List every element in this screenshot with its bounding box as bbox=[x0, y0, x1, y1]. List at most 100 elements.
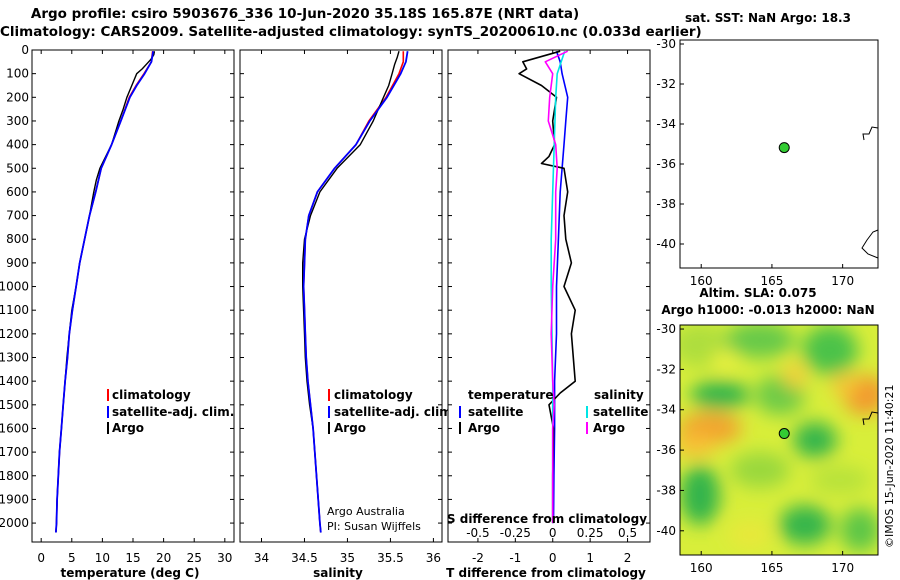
depth-tick-label: 600 bbox=[6, 185, 29, 199]
map-x-tick-label: 165 bbox=[760, 561, 783, 575]
legend-label-satellite: satellite-adj. clim. bbox=[334, 405, 456, 419]
difference-legend: temperature satellite Argo salinity sate… bbox=[459, 388, 648, 435]
legend-swatch-satellite bbox=[107, 406, 109, 418]
x-tick-label: 2 bbox=[624, 551, 632, 565]
legend-label-t-argo: Argo bbox=[468, 421, 500, 435]
credit-line2: PI: Susan Wijffels bbox=[327, 520, 421, 533]
x-tick-label: -2 bbox=[472, 551, 484, 565]
sst-map-panel: sat. SST: NaN Argo: 18.3 160 165 170 -30 -32… bbox=[656, 11, 879, 288]
depth-tick-label: 0 bbox=[21, 43, 29, 57]
legend-label-t-satellite: satellite bbox=[468, 405, 523, 419]
legend-label-climatology: climatology bbox=[334, 388, 413, 402]
temperature-panel: 0100200300400500600700800900100011001200… bbox=[0, 43, 235, 580]
sst-map-ticks: 160 165 170 -30 -32 -34 -36 -38 -40 bbox=[656, 37, 854, 288]
x-tick-label: 30 bbox=[217, 551, 232, 565]
s-difference-axis-ticks: -0.5 -0.25 0 0.25 0.5 bbox=[466, 526, 637, 540]
legend-swatch-s-argo bbox=[586, 422, 588, 434]
t-difference-axis-label: T difference from climatology bbox=[446, 566, 646, 580]
plot-title-line1: Argo profile: csiro 5903676_336 10-Jun-2… bbox=[30, 6, 580, 22]
legend-swatch-climatology bbox=[328, 389, 330, 401]
top-tick-label: 0.25 bbox=[577, 526, 604, 540]
x-tick-label: 35 bbox=[340, 551, 355, 565]
depth-tick-label: 1300 bbox=[0, 351, 29, 365]
legend-swatch-t-argo bbox=[459, 422, 461, 434]
x-tick-label: 0 bbox=[549, 551, 557, 565]
imos-watermark: ©IMOS 15-Jun-2020 11:40:21 bbox=[883, 384, 896, 548]
sla-map-title-line1: Altim. SLA: 0.075 bbox=[699, 286, 816, 300]
depth-tick-label: 700 bbox=[6, 209, 29, 223]
depth-tick-label: 1500 bbox=[0, 398, 29, 412]
sst-map-title: sat. SST: NaN Argo: 18.3 bbox=[685, 11, 851, 25]
x-tick-label: 20 bbox=[156, 551, 171, 565]
depth-tick-label: 200 bbox=[6, 90, 29, 104]
salinity-axis-label: salinity bbox=[313, 566, 363, 580]
map-y-tick-label: -34 bbox=[656, 117, 676, 131]
depth-tick-label: 1100 bbox=[0, 303, 29, 317]
temperature-axis-label: temperature (deg C) bbox=[61, 566, 200, 580]
x-tick-label: 0 bbox=[37, 551, 45, 565]
legend-label-argo: Argo bbox=[112, 421, 144, 435]
depth-tick-label: 100 bbox=[6, 67, 29, 81]
series-line-t-argo bbox=[518, 50, 577, 524]
map-y-tick-label: -30 bbox=[656, 37, 676, 51]
s-difference-axis-label: S difference from climatology bbox=[447, 512, 647, 526]
legend-label-climatology: climatology bbox=[112, 388, 191, 402]
coastline bbox=[862, 411, 879, 426]
sla-map-title-line2: Argo h1000: -0.013 h2000: NaN bbox=[661, 303, 874, 317]
legend-swatch-satellite bbox=[328, 406, 330, 418]
depth-tick-label: 800 bbox=[6, 232, 29, 246]
x-tick-label: 34 bbox=[254, 551, 269, 565]
series-line-satellite bbox=[302, 51, 409, 533]
legend-swatch-argo bbox=[328, 422, 330, 434]
depth-tick-label: 400 bbox=[6, 138, 29, 152]
legend-label-argo: Argo bbox=[334, 421, 366, 435]
series-line-s-argo bbox=[544, 50, 569, 524]
x-tick-label: -1 bbox=[509, 551, 521, 565]
map-x-tick-label: 170 bbox=[831, 274, 854, 288]
x-tick-label: 1 bbox=[586, 551, 594, 565]
map-y-tick-label: -40 bbox=[656, 237, 676, 251]
legend-label-s-argo: Argo bbox=[593, 421, 625, 435]
map-y-tick-label: -38 bbox=[656, 483, 676, 497]
map-y-tick-label: -40 bbox=[656, 524, 676, 538]
map-x-tick-label: 170 bbox=[831, 561, 854, 575]
depth-tick-label: 1700 bbox=[0, 445, 29, 459]
x-tick-label: 34.5 bbox=[291, 551, 318, 565]
depth-tick-label: 1400 bbox=[0, 374, 29, 388]
legend-swatch-climatology bbox=[107, 389, 109, 401]
depth-tick-label: 1900 bbox=[0, 492, 29, 506]
coastline bbox=[861, 126, 879, 259]
map-x-tick-label: 165 bbox=[760, 274, 783, 288]
top-tick-label: 0.5 bbox=[618, 526, 637, 540]
sla-map-ticks: 160 165 170 -30 -32 -34 -36 -38 -40 bbox=[656, 322, 854, 575]
float-position-marker bbox=[778, 142, 790, 154]
series-line-t-satellite bbox=[552, 50, 569, 524]
depth-tick-label: 1800 bbox=[0, 469, 29, 483]
sla-heatmap bbox=[680, 325, 878, 555]
map-y-tick-label: -32 bbox=[656, 362, 676, 376]
plot-title-line2: Climatology: CARS2009. Satellite-adjuste… bbox=[0, 24, 702, 40]
depth-tick-label: 1000 bbox=[0, 280, 29, 294]
legend-swatch-t-satellite bbox=[459, 406, 461, 418]
map-y-tick-label: -34 bbox=[656, 403, 676, 417]
legend-label-s-satellite: satellite bbox=[593, 405, 648, 419]
depth-tick-label: 300 bbox=[6, 114, 29, 128]
depth-tick-label: 1600 bbox=[0, 421, 29, 435]
sla-map-panel: Altim. SLA: 0.075 Argo h1000: -0.013 h20… bbox=[656, 286, 879, 575]
map-y-tick-label: -36 bbox=[656, 443, 676, 457]
temperature-legend: climatology satellite-adj. clim. Argo bbox=[107, 388, 234, 435]
top-tick-label: 0 bbox=[549, 526, 557, 540]
x-tick-label: 36 bbox=[426, 551, 441, 565]
float-position-marker bbox=[778, 428, 790, 440]
top-tick-label: -0.5 bbox=[466, 526, 489, 540]
x-tick-label: 35.5 bbox=[377, 551, 404, 565]
x-tick-label: 5 bbox=[68, 551, 76, 565]
depth-tick-label: 1200 bbox=[0, 327, 29, 341]
legend-swatch-s-satellite bbox=[586, 406, 588, 418]
sla-map-points bbox=[778, 428, 790, 440]
depth-axis-ticks: 0 100 200 300 400 500 600 700 800 900 1000 1100 1200… bbox=[0, 43, 234, 530]
depth-tick-label: 2000 bbox=[0, 516, 29, 530]
difference-panel: -2 -1 0 1 2 -0.5 -0.25 0 0.25 0.5 T difference f… bbox=[446, 49, 651, 580]
legend-title-salinity: salinity bbox=[594, 388, 644, 402]
temperature-axis-ticks: 0 5 10 15 20 25 30 bbox=[37, 50, 232, 565]
